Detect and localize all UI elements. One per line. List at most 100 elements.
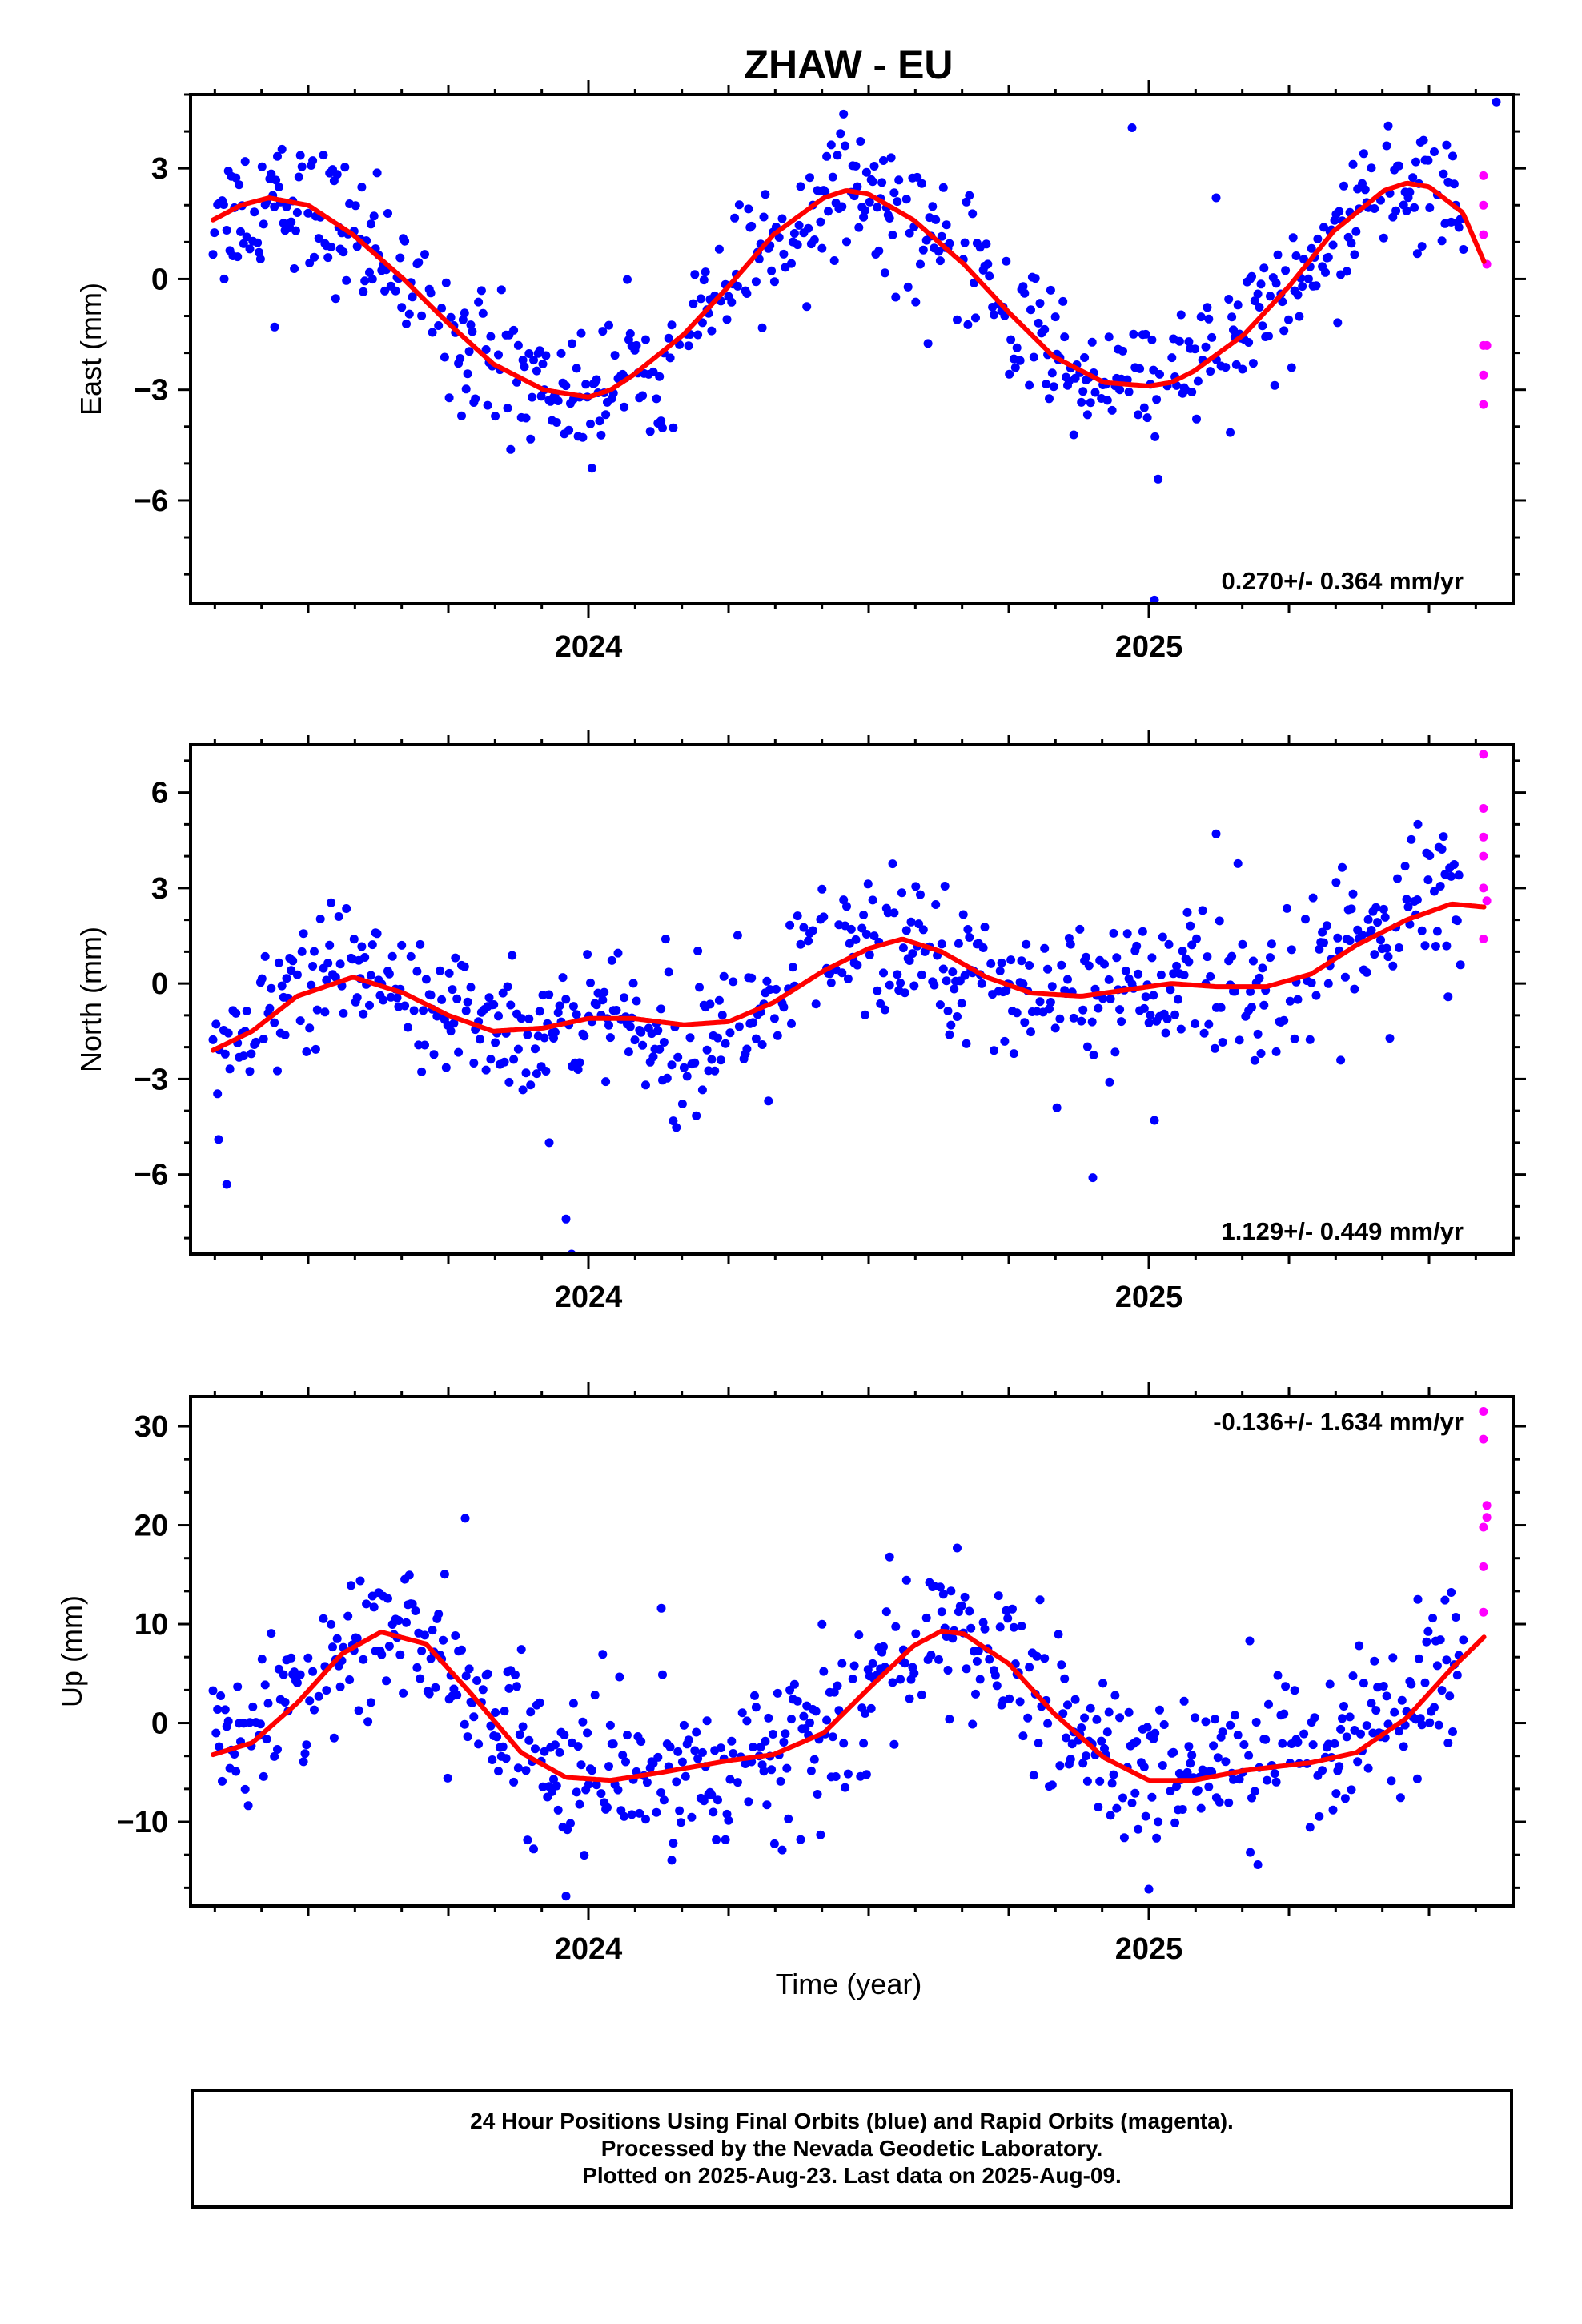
east-rapid-point: [1482, 340, 1492, 350]
north-final-point: [257, 974, 267, 983]
east-final-point: [1174, 336, 1184, 346]
north-final-point: [1115, 1005, 1125, 1015]
up-final-point: [1062, 1733, 1071, 1743]
up-final-point: [1172, 1782, 1182, 1791]
east-final-point: [553, 396, 563, 405]
north-final-point: [719, 971, 729, 981]
east-final-point: [434, 321, 444, 330]
north-final-point: [1423, 875, 1433, 885]
east-final-point: [282, 202, 291, 211]
north-final-point: [1112, 953, 1122, 963]
east-final-point: [521, 413, 531, 423]
east-final-point: [1127, 123, 1137, 132]
up-final-point: [347, 1581, 355, 1590]
up-final-point: [587, 1766, 596, 1775]
up-rapid-point: [1482, 1501, 1492, 1510]
north-final-point: [601, 1077, 611, 1087]
up-final-point: [1080, 1713, 1090, 1723]
up-final-point: [946, 1586, 956, 1596]
north-final-point: [463, 997, 472, 1007]
up-final-point: [474, 1739, 484, 1749]
north-final-point: [1456, 960, 1465, 970]
east-final-point: [587, 464, 596, 473]
east-final-point: [366, 219, 375, 229]
north-final-point: [605, 1033, 615, 1043]
north-final-point: [1319, 938, 1328, 947]
up-final-point: [861, 1770, 871, 1779]
north-final-point: [893, 970, 902, 979]
up-final-point: [1340, 1794, 1350, 1803]
up-final-point: [1290, 1686, 1299, 1695]
north-final-point: [1259, 1000, 1269, 1010]
east-final-point: [714, 244, 724, 254]
up-final-point: [1119, 1833, 1129, 1843]
east-final-point: [222, 226, 231, 235]
up-final-point: [216, 1691, 226, 1700]
north-final-point: [667, 1060, 677, 1070]
up-final-point: [1017, 1622, 1026, 1630]
north-y-axis-label: North (mm): [74, 927, 107, 1072]
north-final-point: [1040, 943, 1050, 953]
up-final-point: [213, 1705, 223, 1714]
east-final-point: [1279, 326, 1289, 336]
up-final-point: [937, 1607, 946, 1617]
up-final-point: [962, 1664, 971, 1674]
east-final-point: [1211, 193, 1221, 203]
up-final-point: [354, 1706, 363, 1715]
up-final-point: [501, 1754, 511, 1763]
up-final-point: [1305, 1823, 1315, 1832]
up-final-point: [621, 1757, 630, 1767]
east-final-point: [1150, 595, 1159, 604]
east-final-point: [1342, 267, 1351, 276]
east-final-point: [859, 212, 869, 222]
up-final-point: [463, 1732, 472, 1742]
up-final-point: [440, 1570, 449, 1579]
north-final-point: [1400, 862, 1410, 871]
up-final-point: [287, 1653, 296, 1663]
east-final-point: [960, 238, 970, 247]
up-final-point: [1261, 1735, 1271, 1744]
north-final-point: [725, 1028, 735, 1038]
north-final-point: [879, 968, 888, 978]
north-final-point: [414, 1040, 424, 1050]
east-final-point: [774, 233, 784, 242]
north-final-point: [476, 1035, 484, 1044]
up-final-point: [1102, 1727, 1112, 1737]
up-final-point: [1397, 1695, 1407, 1705]
up-final-point: [1204, 1782, 1214, 1791]
north-final-point: [1307, 978, 1316, 987]
north-final-point: [1211, 1043, 1219, 1053]
up-final-point: [659, 1795, 669, 1805]
up-final-point: [905, 1694, 914, 1703]
up-final-point: [486, 1721, 496, 1731]
up-final-point: [1209, 1741, 1219, 1751]
north-final-point: [486, 1055, 496, 1064]
north-final-point: [938, 964, 948, 974]
up-final-point: [424, 1689, 434, 1699]
east-final-point: [1192, 414, 1201, 424]
east-final-point: [1221, 363, 1231, 372]
up-final-point: [457, 1645, 466, 1655]
up-final-point: [985, 1655, 994, 1664]
east-final-point: [1135, 364, 1145, 373]
east-final-point: [239, 239, 248, 248]
north-final-point: [503, 982, 512, 991]
east-final-point: [1360, 185, 1370, 195]
north-final-point: [1178, 947, 1187, 956]
north-final-point: [1138, 927, 1147, 936]
north-y-tick-label: 0: [151, 967, 168, 1001]
east-final-point: [865, 197, 874, 207]
north-final-point: [655, 1044, 665, 1054]
east-final-point: [292, 208, 302, 217]
north-final-point: [734, 1022, 744, 1031]
east-final-point: [1134, 410, 1143, 420]
east-final-point: [891, 292, 901, 302]
north-final-point: [1301, 915, 1310, 924]
north-final-point: [1211, 829, 1221, 838]
up-final-point: [833, 1681, 842, 1691]
north-final-point: [225, 1064, 235, 1074]
north-final-point: [636, 1027, 646, 1037]
north-final-point: [888, 859, 897, 869]
north-final-point: [273, 1066, 282, 1076]
east-fit-curve: [211, 180, 1487, 400]
